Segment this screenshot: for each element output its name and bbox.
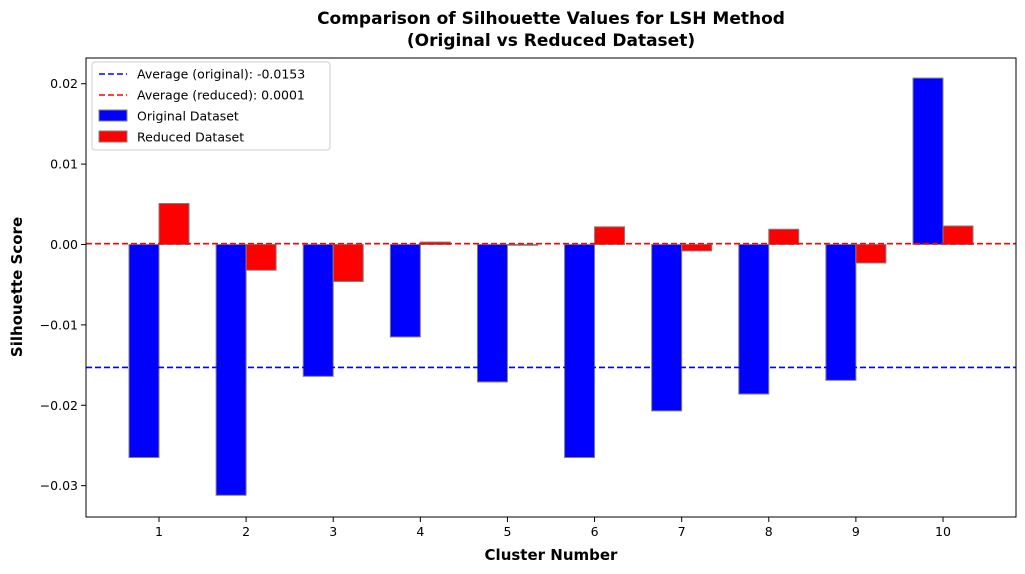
bar-reduced-dataset-cluster-6 — [594, 226, 626, 245]
legend-label-average-original: Average (original): -0.0153 — [137, 67, 305, 82]
bar-reduced-dataset-cluster-8 — [768, 228, 800, 245]
chart-title-line-1: Comparison of Silhouette Values for LSH … — [317, 9, 785, 29]
legend-label-average-reduced: Average (reduced): 0.0001 — [137, 88, 305, 103]
x-tick-label: 6 — [591, 524, 599, 539]
legend-swatch-original-dataset — [98, 109, 128, 122]
plot-area: −0.03 −0.02 −0.01 0.00 0.01 0.02 1 2 3 4 5 6 7 8 9 10 — [40, 76, 1016, 539]
bar-original-dataset-cluster-4 — [389, 243, 421, 338]
bar-reduced-dataset-cluster-7 — [681, 243, 713, 252]
bar-original-dataset-cluster-1 — [128, 243, 160, 459]
plot-frame — [85, 57, 1017, 518]
y-tick-label: 0.02 — [50, 76, 78, 91]
legend-swatch-reduced-dataset — [98, 130, 128, 143]
y-tick-label: 0.00 — [50, 237, 78, 252]
bar-original-dataset-cluster-2 — [215, 243, 247, 496]
legend: Average (original): -0.0153 Average (red… — [91, 61, 331, 151]
bar-original-dataset-cluster-3 — [302, 243, 334, 377]
bar-reduced-dataset-cluster-9 — [855, 243, 887, 264]
x-tick-label: 8 — [765, 524, 773, 539]
bar-original-dataset-cluster-5 — [476, 243, 508, 383]
x-tick-label: 9 — [852, 524, 860, 539]
legend-box — [91, 61, 331, 151]
x-tick-label: 5 — [503, 524, 511, 539]
y-tick-label: 0.01 — [50, 157, 78, 172]
bar-reduced-dataset-cluster-5 — [506, 243, 538, 246]
bar-reduced-dataset-cluster-3 — [332, 243, 364, 282]
bar-original-dataset-cluster-9 — [825, 243, 857, 381]
legend-label-reduced-dataset: Reduced Dataset — [137, 130, 244, 145]
x-tick-label: 3 — [329, 524, 337, 539]
y-axis-label: Silhouette Score — [8, 217, 26, 357]
bar-reduced-dataset-cluster-2 — [245, 243, 277, 271]
x-tick-label: 7 — [678, 524, 686, 539]
x-tick-label: 4 — [416, 524, 424, 539]
y-tick-label: −0.03 — [40, 478, 78, 493]
x-tick-label: 1 — [155, 524, 163, 539]
chart-title-line-2: (Original vs Reduced Dataset) — [407, 31, 695, 51]
x-axis-label: Cluster Number — [485, 546, 618, 564]
y-tick-label: −0.01 — [40, 317, 78, 332]
bar-original-dataset-cluster-8 — [738, 243, 770, 395]
y-tick-label: −0.02 — [40, 398, 78, 413]
x-tick-label: 2 — [242, 524, 250, 539]
bar-original-dataset-cluster-7 — [651, 243, 683, 412]
bar-reduced-dataset-cluster-10 — [942, 225, 974, 245]
bar-reduced-dataset-cluster-1 — [158, 202, 190, 245]
x-tick-label: 10 — [935, 524, 951, 539]
legend-label-original-dataset: Original Dataset — [137, 109, 239, 124]
bar-original-dataset-cluster-10 — [912, 77, 944, 245]
bar-original-dataset-cluster-6 — [564, 243, 596, 459]
